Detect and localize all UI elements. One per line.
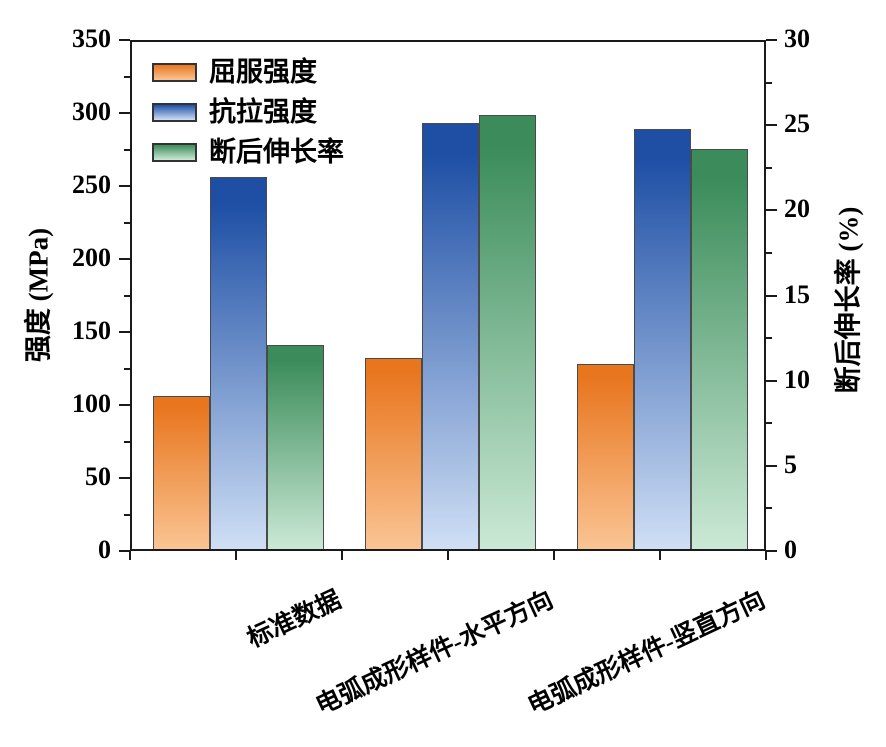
axis-tick xyxy=(124,295,130,297)
axis-tick xyxy=(119,404,130,406)
right-axis-tick-label: 20 xyxy=(784,194,810,223)
bar-断后伸长率-电弧成形样件-水平方向 xyxy=(479,115,536,549)
right-axis-tick-label: 30 xyxy=(784,24,810,53)
axis-tick xyxy=(447,551,449,560)
right-axis-title: 断后伸长率 (%) xyxy=(833,206,864,394)
x-category-label: 电弧成形样件-水平方向 xyxy=(311,586,558,720)
right-axis-tick-label: 10 xyxy=(784,365,810,394)
right-axis-tick-label: 5 xyxy=(784,450,797,479)
axis-tick xyxy=(119,39,130,41)
axis-tick xyxy=(766,39,777,41)
bar-抗拉强度-电弧成形样件-竖直方向 xyxy=(634,129,691,549)
left-axis-tick-label: 150 xyxy=(72,316,111,345)
bar-抗拉强度-电弧成形样件-水平方向 xyxy=(422,123,479,549)
right-axis-tick-label: 15 xyxy=(784,280,810,309)
bar-抗拉强度-标准数据 xyxy=(210,177,267,549)
axis-tick xyxy=(765,551,767,560)
axis-tick xyxy=(119,477,130,479)
left-axis-title: 强度 (MPa) xyxy=(23,227,54,363)
axis-tick xyxy=(124,149,130,151)
right-axis-tick-label: 25 xyxy=(784,109,810,138)
yield-strength-swatch-icon xyxy=(152,63,197,82)
legend-label: 断后伸长率 xyxy=(209,137,344,167)
axis-tick xyxy=(235,551,237,560)
axis-tick xyxy=(766,465,777,467)
axis-tick xyxy=(766,380,777,382)
legend-item-yield-strength: 屈服强度 xyxy=(152,58,344,87)
axis-tick xyxy=(119,331,130,333)
left-axis-tick-label: 350 xyxy=(72,24,111,53)
left-axis-tick-label: 0 xyxy=(98,535,111,564)
axis-tick xyxy=(119,550,130,552)
axis-tick xyxy=(766,167,772,169)
legend-label: 抗拉强度 xyxy=(209,97,317,127)
axis-tick xyxy=(124,368,130,370)
plot-area: 屈服强度 抗拉强度 断后伸长率 xyxy=(130,40,766,551)
axis-tick xyxy=(766,295,777,297)
axis-tick xyxy=(119,112,130,114)
axis-tick xyxy=(766,550,777,552)
right-axis-tick-label: 0 xyxy=(784,535,797,564)
axis-tick xyxy=(766,252,772,254)
left-axis-tick-label: 200 xyxy=(72,243,111,272)
bar-屈服强度-标准数据 xyxy=(153,396,210,549)
axis-tick xyxy=(659,551,661,560)
axis-tick xyxy=(341,551,343,560)
axis-tick xyxy=(766,337,772,339)
axis-tick xyxy=(553,551,555,560)
left-axis-tick-label: 250 xyxy=(72,170,111,199)
bar-断后伸长率-电弧成形样件-竖直方向 xyxy=(691,149,748,549)
axis-tick xyxy=(119,258,130,260)
bar-屈服强度-电弧成形样件-水平方向 xyxy=(365,358,422,549)
axis-tick xyxy=(766,124,777,126)
left-axis-tick-label: 100 xyxy=(72,389,111,418)
axis-tick xyxy=(766,209,777,211)
axis-tick xyxy=(124,514,130,516)
bar-断后伸长率-标准数据 xyxy=(267,345,324,549)
tensile-strength-swatch-icon xyxy=(152,103,197,122)
axis-tick xyxy=(766,82,772,84)
axis-tick xyxy=(124,76,130,78)
left-axis-tick-label: 50 xyxy=(85,462,111,491)
axis-tick xyxy=(766,507,772,509)
bar-屈服强度-电弧成形样件-竖直方向 xyxy=(577,364,634,549)
legend-label: 屈服强度 xyxy=(209,57,317,87)
legend: 屈服强度 抗拉强度 断后伸长率 xyxy=(152,58,344,167)
axis-tick xyxy=(129,551,131,560)
legend-item-elongation: 断后伸长率 xyxy=(152,138,344,167)
left-axis-tick-label: 300 xyxy=(72,97,111,126)
x-category-label: 电弧成形样件-竖直方向 xyxy=(523,586,770,720)
x-category-label: 标准数据 xyxy=(243,586,346,654)
axis-tick xyxy=(766,422,772,424)
elongation-swatch-icon xyxy=(152,143,197,162)
axis-tick xyxy=(124,222,130,224)
axis-tick xyxy=(119,185,130,187)
axis-tick xyxy=(124,441,130,443)
legend-item-tensile-strength: 抗拉强度 xyxy=(152,98,344,127)
